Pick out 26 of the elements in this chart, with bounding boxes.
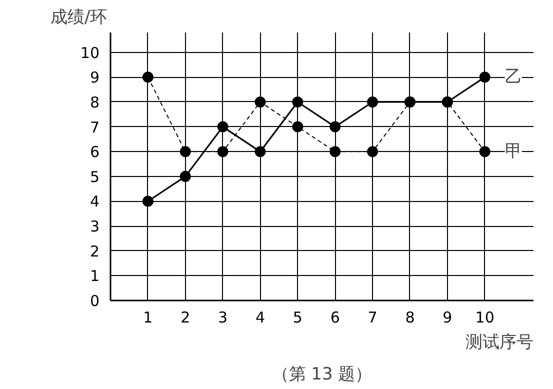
x-tick-label: 9 <box>442 308 452 326</box>
y-tick-label: 9 <box>90 68 100 87</box>
y-tick-label: 4 <box>90 192 100 211</box>
series-label: 甲 <box>504 142 522 162</box>
x-tick-label: 10 <box>475 308 494 326</box>
y-tick-label: 3 <box>90 218 100 236</box>
text: （第 13 题） <box>272 364 372 384</box>
y-axis-title: 成绩/环 <box>50 8 108 28</box>
y-tick-label: 8 <box>90 93 100 112</box>
x-tick-label: 7 <box>368 308 378 326</box>
x-axis-title: 测试序号 <box>466 332 534 352</box>
x-tick-label: 5 <box>292 308 302 326</box>
x-tick-label: 3 <box>218 308 228 326</box>
y-tick-label: 1 <box>90 267 100 286</box>
x-tick-label: 6 <box>330 308 340 326</box>
x-tick-label: 8 <box>405 308 415 326</box>
y-tick-label: 2 <box>90 242 100 260</box>
x-tick-label: 2 <box>180 308 190 326</box>
x-tick-label: 1 <box>143 308 153 326</box>
x-tick-label: 4 <box>255 308 266 326</box>
y-tick-label: 10 <box>80 44 100 62</box>
y-tick-label: 7 <box>90 118 100 136</box>
series-label: 乙 <box>504 67 522 88</box>
y-tick-label: 5 <box>90 168 100 186</box>
y-tick-label: 0 <box>90 292 100 310</box>
y-tick-label: 6 <box>90 143 100 162</box>
